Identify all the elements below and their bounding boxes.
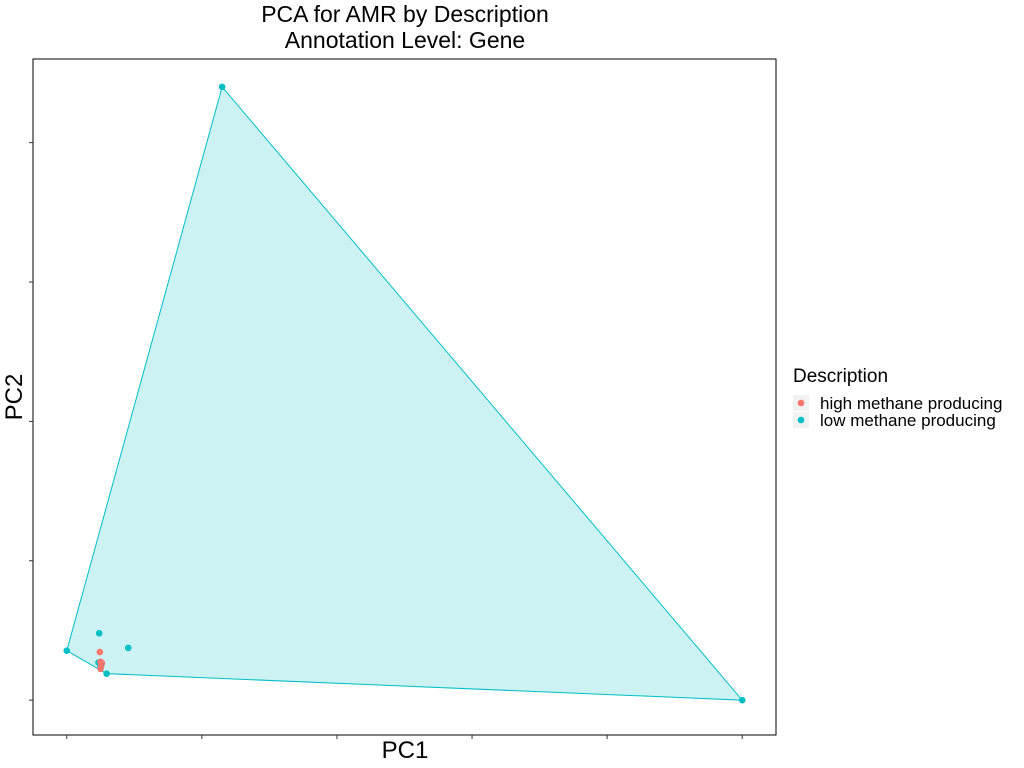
- point-series-1-2: [63, 647, 71, 654]
- points-layer: [63, 83, 746, 704]
- point-series-0-4: [98, 659, 106, 667]
- point-series-1-5: [124, 644, 132, 652]
- point-series-1-1: [738, 696, 746, 704]
- legend-key-1: [797, 416, 805, 424]
- legend-label-0: high methane producing: [820, 394, 1002, 413]
- y-axis-title: PC2: [1, 374, 28, 421]
- point-series-0-3: [97, 665, 104, 673]
- legend-title: Description: [793, 366, 888, 387]
- point-series-0-0: [96, 648, 104, 656]
- y-axis-ticks: [29, 142, 33, 701]
- point-series-1-0: [218, 83, 226, 91]
- x-axis-title: PC1: [382, 737, 429, 764]
- chart-title: PCA for AMR by Description: [261, 1, 549, 27]
- chart-subtitle: Annotation Level: Gene: [285, 27, 525, 53]
- point-series-1-4: [103, 670, 110, 677]
- plot-panel: [32, 58, 777, 736]
- x-axis-ticks: [66, 735, 743, 739]
- legend-key-0: [797, 399, 805, 407]
- point-series-1-3: [95, 629, 103, 637]
- legend-label-1: low methane producing: [820, 411, 996, 430]
